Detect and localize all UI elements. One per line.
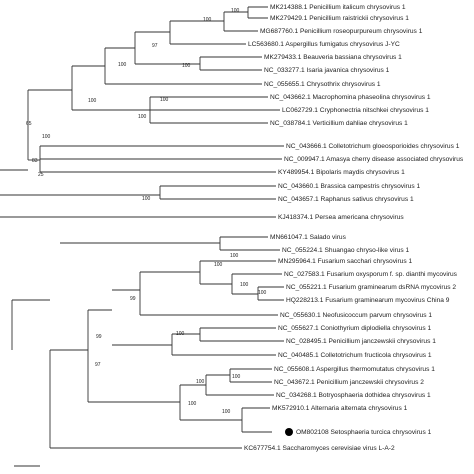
bootstrap-value: 83 — [32, 158, 38, 164]
tip-label: NC_055224.1 Shuangao chryso-like virus 1 — [282, 247, 410, 254]
tip-label: NC_055221.1 Fusarium graminearum dsRNA m… — [286, 284, 456, 291]
tip-label: MK572910.1 Alternaria alternata chrysovi… — [272, 405, 408, 412]
tip-label: LC062729.1 Cryphonectria nitschkei chrys… — [282, 107, 429, 114]
bootstrap-value: 97 — [95, 362, 101, 368]
tip-label: HQ228213.1 Fusarium graminearum mycoviru… — [286, 297, 450, 304]
bootstrap-value: 100 — [232, 374, 241, 380]
bootstrap-value: 100 — [240, 282, 249, 288]
tip-labels: MK214388.1 Penicillium italicum chrysovi… — [244, 4, 464, 452]
tip-label: NC_034268.1 Botryosphaeria dothidea chry… — [276, 392, 431, 399]
tip-label: NC_043662.1 Macrophomina phaseolina chry… — [270, 94, 431, 101]
bootstrap-value: 100 — [176, 331, 185, 337]
tip-label: MK279433.1 Beauveria bassiana chrysoviru… — [264, 54, 402, 61]
tip-label: LC563680.1 Aspergillus fumigatus chrysov… — [248, 41, 400, 48]
tip-label: NC_043660.1 Brassica campestris chrysovi… — [278, 183, 421, 190]
bootstrap-value: 99 — [96, 334, 102, 340]
bootstrap-value: 100 — [138, 114, 147, 120]
bootstrap-value: 100 — [222, 409, 231, 415]
bootstrap-value: 100 — [231, 8, 240, 14]
bootstrap-value: 65 — [26, 121, 32, 127]
tip-label: OM802108 Setosphaeria turcica chrysoviru… — [296, 429, 432, 436]
bootstrap-value: 100 — [188, 401, 197, 407]
bootstrap-value: 97 — [152, 43, 158, 49]
bootstrap-value: 100 — [182, 63, 191, 69]
bootstrap-value: 100 — [88, 98, 97, 104]
tip-label: NC_055627.1 Coniothyrium diplodiella chr… — [278, 325, 432, 332]
bootstrap-value: 100 — [42, 134, 51, 140]
tip-label: NC_043657.1 Raphanus sativus chrysovirus… — [278, 196, 414, 203]
tip-label: NC_028495.1 Penicillium janczewskii chry… — [286, 338, 436, 345]
tip-label: NC_027583.1 Fusarium oxysporum f. sp. di… — [284, 271, 458, 278]
highlight-marker — [285, 428, 293, 436]
tip-label: NC_009947.1 Amasya cherry disease associ… — [284, 156, 464, 163]
bootstrap-value: 100 — [214, 262, 223, 268]
tip-label: NC_040485.1 Colletotrichum fructicola ch… — [278, 352, 432, 359]
bootstrap-value: 100 — [203, 17, 212, 23]
tip-label: KC677754.1 Saccharomyces cerevisiae viru… — [244, 445, 395, 452]
tree-branches — [0, 6, 284, 449]
bootstrap-value: 99 — [130, 296, 136, 302]
bootstrap-value: 100 — [160, 97, 169, 103]
tip-label: MN661047.1 Salado virus — [270, 234, 347, 241]
tip-label: MK214388.1 Penicillium italicum chrysovi… — [270, 4, 406, 11]
bootstrap-labels: 100 100 97 100 100 100 100 100 65 100 83 25 100 100 10… — [26, 8, 267, 415]
bootstrap-value: 100 — [142, 196, 151, 202]
bootstrap-value: 100 — [230, 253, 239, 259]
bootstrap-value: 100 — [258, 290, 267, 296]
tip-label: NC_055608.1 Aspergillus thermomutatus ch… — [274, 366, 435, 373]
tip-label: NC_055630.1 Neofusicoccum parvum chrysov… — [280, 312, 432, 319]
tip-label: NC_038784.1 Verticillium dahliae chrysov… — [270, 120, 408, 127]
tip-label: MK279429.1 Penicillium raistrickii chrys… — [270, 15, 409, 22]
tip-label: NC_043672.1 Penicillium janczewskii chry… — [274, 379, 424, 386]
bootstrap-value: 100 — [196, 379, 205, 385]
tip-label: NC_033277.1 Isaria javanica chrysovirus … — [264, 67, 390, 74]
bootstrap-value: 25 — [38, 172, 44, 178]
tip-label: KJ418374.1 Persea americana chrysovirus — [278, 214, 404, 221]
bootstrap-value: 100 — [118, 62, 127, 68]
tip-label: NC_043666.1 Colletotrichum gloeosporioid… — [286, 143, 460, 150]
tip-label: KY489954.1 Bipolaris maydis chrysovirus … — [278, 169, 405, 176]
tip-label: MG687760.1 Penicillium roseopurpureum ch… — [260, 28, 423, 35]
tip-label: NC_055655.1 Chrysothrix chrysovirus 1 — [264, 81, 381, 88]
tip-label: MN295964.1 Fusarium sacchari chrysovirus… — [278, 258, 412, 265]
